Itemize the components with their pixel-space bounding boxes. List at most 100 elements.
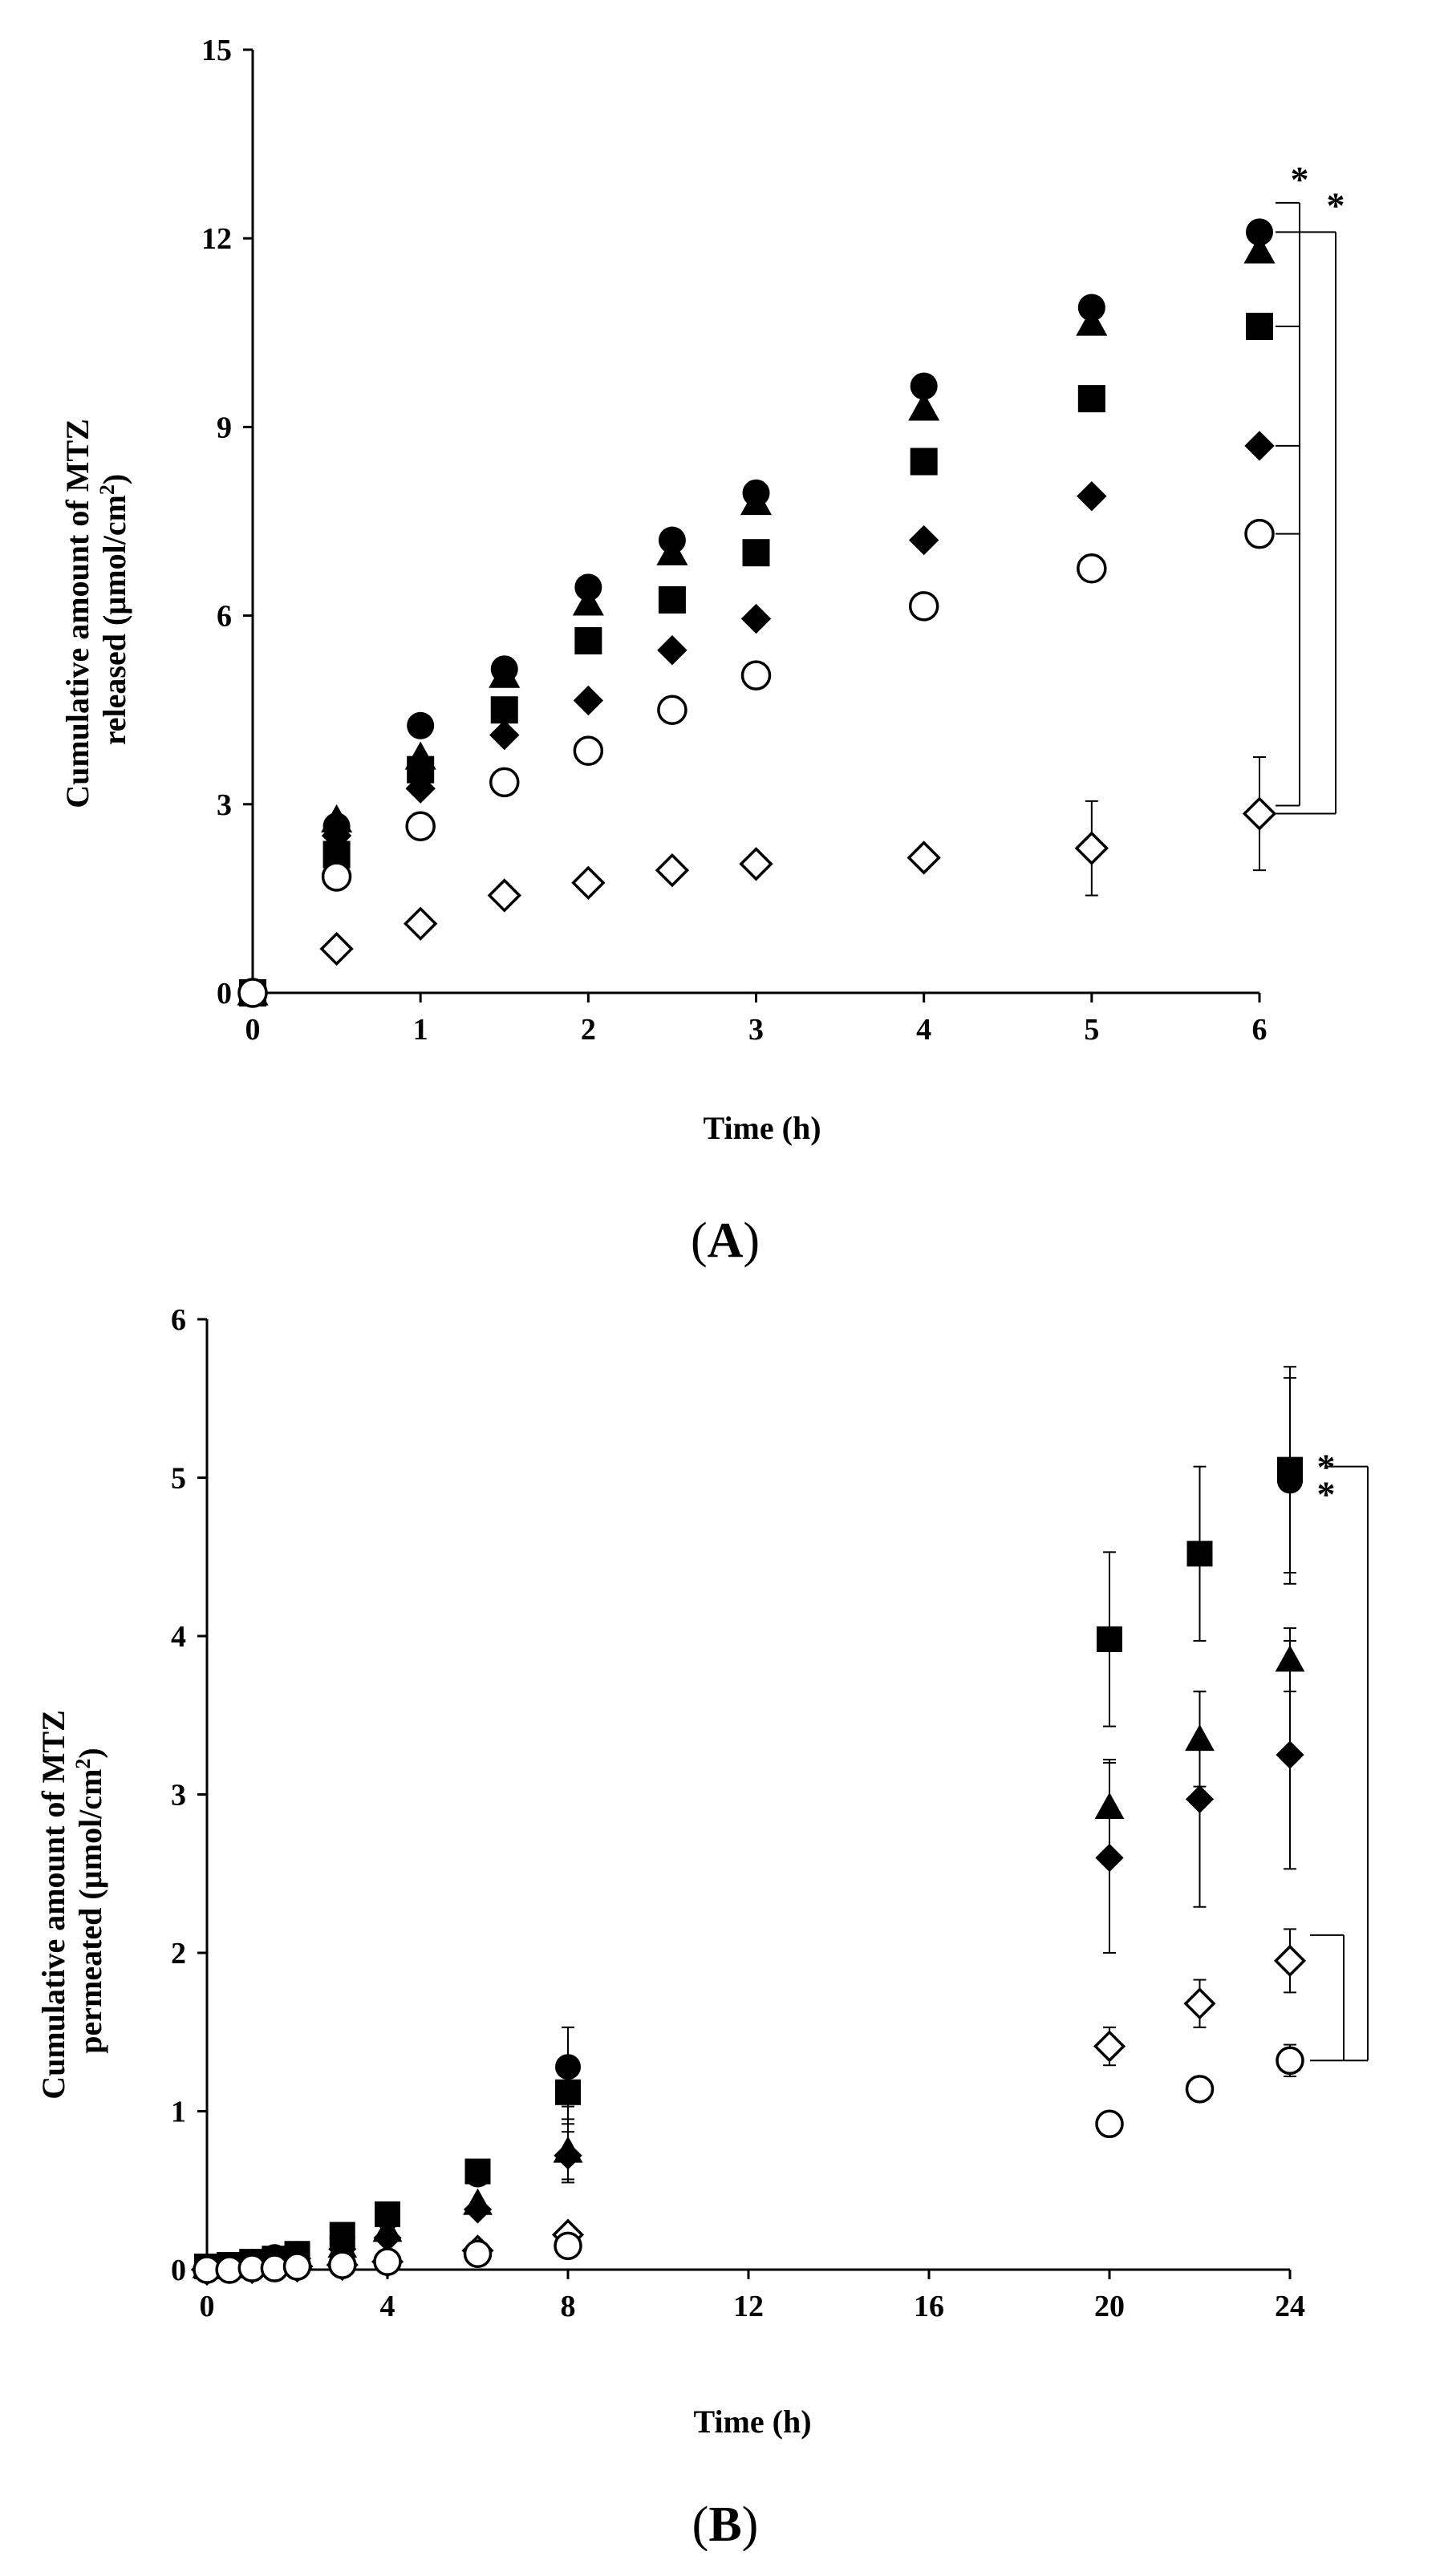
panel-b-data-point-open-diamond	[1273, 1944, 1307, 1977]
panel-a-data-point-filled-diamond	[1244, 431, 1275, 461]
panel-a-data-point-filled-square	[742, 539, 770, 567]
panel-a-data-point-open-diamond	[571, 865, 606, 900]
panel-a-data-point-filled-triangle	[489, 659, 521, 688]
panel-a-data-point-filled-square	[658, 586, 686, 614]
panel-b-y-tick-label: 6	[171, 1303, 186, 1337]
panel-a-data-point-filled-square	[1077, 385, 1105, 413]
panel-a-data-point-open-circle	[321, 861, 352, 892]
panel-a-x-tick-label: 1	[413, 1013, 428, 1047]
panel-a-series-open-circle	[237, 518, 1275, 1008]
panel-a-x-tick-label: 6	[1252, 1013, 1268, 1047]
panel-a-data-point-filled-diamond	[740, 603, 772, 634]
panel-b-data-point-open-circle	[373, 2247, 402, 2276]
panel-b-data-point-open-circle	[554, 2231, 582, 2261]
panel-a-data-point-filled-triangle	[572, 587, 604, 616]
panel-a-x-tick-label: 0	[245, 1013, 261, 1047]
panel-b-data-point-open-circle	[1185, 2075, 1215, 2104]
panel-a-data-point-open-diamond	[739, 847, 773, 881]
panel-a-series-filled-square	[239, 312, 1273, 1007]
panel-b-data-point-open-diamond	[1093, 2030, 1126, 2063]
panel-a-y-axis-label: Cumulative amount of MTZ released (µmol/…	[59, 411, 132, 808]
panel-a-y-tick-label: 15	[201, 34, 232, 67]
panel-b-data-point-filled-diamond	[1095, 1843, 1124, 1873]
panel-a-significance-brackets: **	[1276, 159, 1345, 815]
panel-b-x-tick-label: 20	[1094, 2290, 1125, 2323]
panel-b-y-axis-label-close: )	[72, 1748, 108, 1758]
panel-b-x-tick-label: 16	[914, 2290, 944, 2323]
panel-b-data-point-open-circle	[1095, 2109, 1124, 2139]
panel-b-data-point-open-circle	[328, 2250, 357, 2279]
panel-a-y-axis-label-line1: Cumulative amount of MTZ	[59, 419, 95, 808]
panel-b-caption: (B)	[692, 2497, 759, 2552]
panel-a-data-point-filled-square	[910, 448, 938, 476]
panel-b-data-point-filled-diamond	[1185, 1784, 1215, 1814]
panel-b-axes	[197, 1318, 1292, 2279]
panel-a-data-point-open-diamond	[1242, 796, 1277, 831]
panel-a-data-point-open-diamond	[1074, 831, 1109, 865]
panel-a-axes	[243, 48, 1261, 1002]
panel-b-significance-star: *	[1317, 1447, 1336, 1488]
panel-b-data-point-open-diamond	[1183, 1987, 1216, 2020]
panel-b-data-point-filled-diamond	[373, 2223, 402, 2253]
panel-b-data-point-filled-diamond	[554, 2141, 582, 2170]
panel-b-series-filled-circle	[194, 1377, 1303, 2280]
panel-b-y-tick-label: 1	[171, 2096, 186, 2129]
panel-b-data-point-filled-square	[1186, 1541, 1213, 1567]
panel-a-series-filled-diamond	[237, 431, 1275, 1008]
panel-b-x-tick-label: 0	[200, 2290, 215, 2323]
panel-b-series-filled-square	[194, 1366, 1303, 2280]
panel-a-data-point-filled-circle	[407, 711, 435, 739]
panel-a-data-point-open-circle	[1244, 518, 1275, 549]
panel-a-data-point-filled-circle	[574, 573, 602, 601]
panel-a-y-axis-label-line2: released (µmol/cm	[96, 495, 132, 745]
panel-a-data-point-open-circle	[573, 735, 604, 766]
panel-a-data-point-open-circle	[405, 811, 436, 841]
panel-a-data-point-filled-circle	[1246, 218, 1273, 246]
panel-b-significance-brackets: **	[1310, 1447, 1369, 2062]
panel-b-data-point-open-circle	[463, 2239, 493, 2268]
panel-b-data-point-filled-square	[1097, 1626, 1122, 1652]
panel-a-data-point-filled-square	[574, 626, 602, 654]
panel-a-x-tick-label: 4	[916, 1013, 931, 1047]
panel-b-data-point-open-circle	[1276, 2046, 1304, 2076]
panel-b-series-filled-triangle	[192, 1627, 1305, 2278]
panel-a-data-point-open-circle	[1077, 553, 1107, 584]
panel-b-series-open-diamond	[190, 1928, 1307, 2286]
panel-a-y-axis-label-close: )	[96, 474, 132, 484]
panel-b-y-tick-label: 2	[171, 1937, 186, 1970]
panel-a-caption: (A)	[691, 1213, 760, 1268]
panel-a-data-point-filled-diamond	[1077, 480, 1107, 512]
panel-b-x-tick-label: 4	[380, 2290, 395, 2323]
panel-a-data-point-filled-diamond	[321, 820, 352, 851]
panel-b-x-axis-label: Time (h)	[693, 2404, 811, 2440]
panel-a-significance-star: *	[1327, 184, 1345, 225]
panel-b-x-tick-label: 12	[733, 2290, 764, 2323]
panel-a-x-tick-label: 5	[1084, 1013, 1099, 1047]
panel-a-data-point-filled-triangle	[1243, 235, 1276, 264]
panel-a-data-point-filled-triangle	[321, 804, 353, 833]
panel-b-y-axis-label-sup: 2	[71, 1759, 95, 1769]
panel-a-data-point-open-circle	[237, 978, 268, 1008]
panel-a-data-point-open-diamond	[319, 931, 354, 966]
panel-b-data-point-filled-diamond	[463, 2195, 493, 2224]
panel-a-data-point-open-circle	[657, 695, 687, 725]
panel-b-y-tick-label: 3	[171, 1779, 186, 1813]
panel-a-x-tick-label: 2	[581, 1013, 596, 1047]
panel-a-data-point-filled-triangle	[740, 486, 773, 516]
panel-a-data-marks	[237, 218, 1277, 1008]
panel-a-data-point-filled-diamond	[489, 719, 520, 751]
panel-a-y-tick-label: 6	[217, 600, 232, 634]
panel-b-data-point-filled-square	[555, 2079, 581, 2105]
panel-a-data-point-open-circle	[908, 591, 939, 622]
panel-a-data-point-filled-triangle	[1076, 307, 1108, 336]
panel-a-data-point-filled-diamond	[908, 525, 939, 556]
panel-a-data-point-filled-square	[1246, 312, 1273, 340]
panel-a-data-point-open-diamond	[487, 878, 521, 913]
panel-b-y-tick-label: 5	[171, 1462, 186, 1496]
panel-a-y-tick-label: 12	[201, 222, 232, 256]
